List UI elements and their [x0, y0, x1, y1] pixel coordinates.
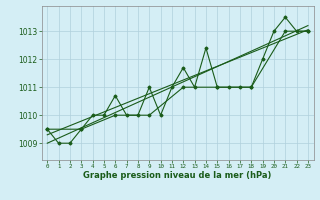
X-axis label: Graphe pression niveau de la mer (hPa): Graphe pression niveau de la mer (hPa): [84, 171, 272, 180]
